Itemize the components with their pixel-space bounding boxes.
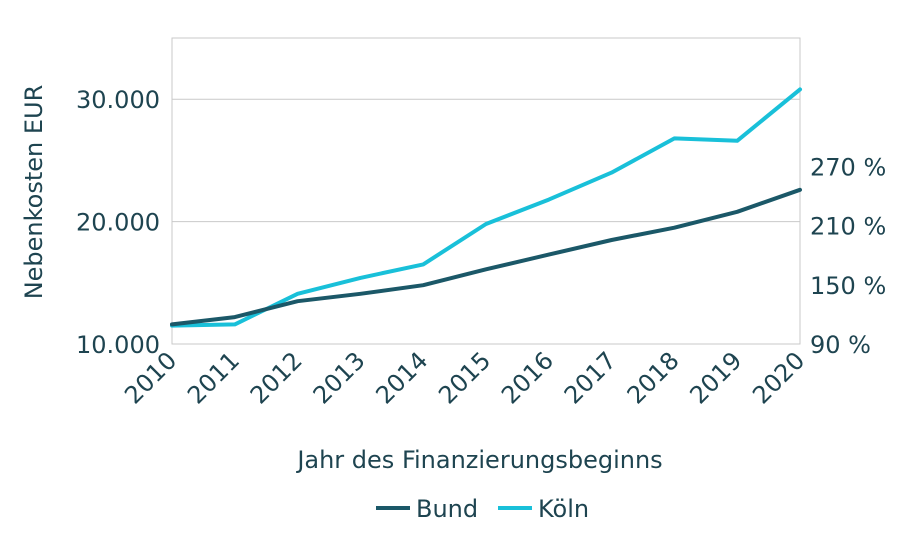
y-left-tick-label: 10.000 xyxy=(76,331,160,359)
legend-label-köln: Köln xyxy=(538,495,589,523)
x-tick-label: 2018 xyxy=(622,346,685,409)
y-right-tick-label: 210 % xyxy=(810,213,886,241)
x-tick-label: 2017 xyxy=(559,346,622,409)
x-tick-label: 2019 xyxy=(684,346,747,409)
x-axis-title: Jahr des Finanzierungsbeginns xyxy=(295,446,662,474)
plot-area xyxy=(171,37,801,345)
y-right-tick-label: 90 % xyxy=(810,331,871,359)
y-right-tick-label: 150 % xyxy=(810,272,886,300)
x-tick-label: 2020 xyxy=(747,346,810,409)
x-tick-label: 2012 xyxy=(245,346,308,409)
x-tick-label: 2016 xyxy=(496,346,559,409)
legend-label-bund: Bund xyxy=(416,495,478,523)
x-tick-label: 2014 xyxy=(370,346,433,409)
x-tick-label: 2013 xyxy=(308,346,371,409)
series-line-köln xyxy=(170,87,802,328)
x-tick-label: 2015 xyxy=(433,346,496,409)
y-axis-title: Nebenkosten EUR xyxy=(20,85,48,300)
y-left-tick-label: 30.000 xyxy=(76,86,160,114)
x-tick-label: 2011 xyxy=(182,346,245,409)
y-left-tick-label: 20.000 xyxy=(76,209,160,237)
series-line-bund xyxy=(170,187,802,327)
y-right-tick-label: 270 % xyxy=(810,153,886,181)
